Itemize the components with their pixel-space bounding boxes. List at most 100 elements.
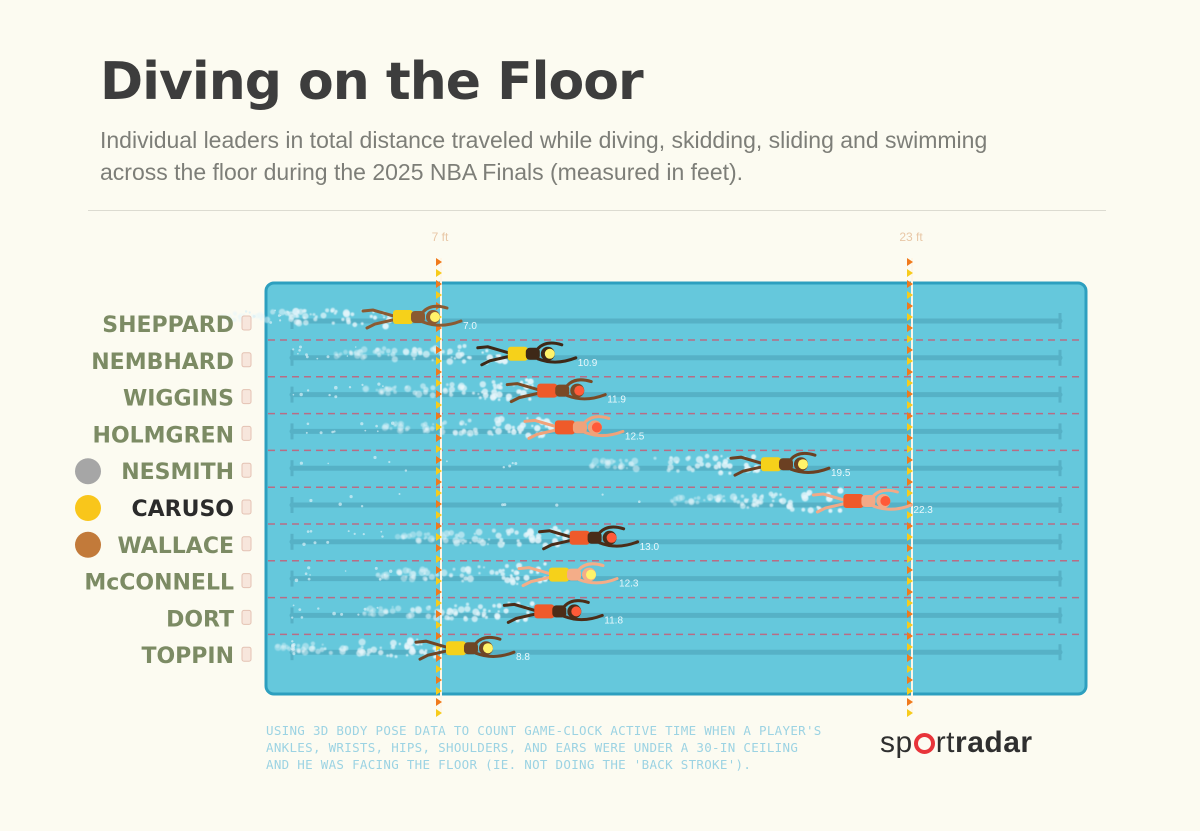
wake-bubble <box>457 531 465 539</box>
wake-bubble <box>417 350 423 356</box>
swimmer-arm <box>583 415 611 424</box>
wake-speck <box>294 578 299 583</box>
wake-bubble <box>801 494 809 502</box>
wake-bubble <box>341 317 345 322</box>
wake-bubble <box>671 500 675 504</box>
wake-bubble <box>350 312 355 317</box>
wake-bubble <box>446 612 449 615</box>
wake-bubble <box>412 390 418 396</box>
value-label: 22.3 <box>913 505 933 516</box>
wake-bubble <box>394 655 398 659</box>
swimmer-leg <box>815 501 849 514</box>
flag-triangle <box>436 709 442 717</box>
swimmer-arm <box>562 613 604 622</box>
wake-bubble <box>752 470 755 473</box>
wake-bubble <box>696 496 701 500</box>
swimmer-leg <box>542 538 576 551</box>
wake-bubble <box>511 425 515 429</box>
wake-bubble <box>459 420 465 426</box>
flag-triangle <box>907 456 913 464</box>
wake-bubble <box>517 425 524 432</box>
wake-speck <box>307 566 311 570</box>
wake-bubble <box>334 309 338 313</box>
swimmer-mcconnell <box>517 562 619 588</box>
wake-bubble <box>389 427 393 430</box>
flag-triangle <box>907 368 913 376</box>
wake-bubble <box>422 576 428 581</box>
wake-bubble <box>442 388 449 394</box>
swimmer-leg <box>505 382 543 393</box>
wake-bubble <box>477 393 480 395</box>
wake-bubble <box>274 643 282 651</box>
wake-bubble <box>429 426 435 432</box>
wake-bubble <box>472 608 480 616</box>
wake-bubble <box>362 611 367 617</box>
swimmer-leg <box>365 317 399 330</box>
swimmer-arm <box>789 451 817 461</box>
wake-bubble <box>461 390 466 395</box>
wake-bubble <box>333 354 339 360</box>
player-label: SHEPPARD <box>102 313 234 338</box>
wake-speck <box>503 503 507 507</box>
wake-bubble <box>463 615 467 620</box>
wake-speck <box>319 431 323 435</box>
wake-speck <box>375 424 378 428</box>
flag-triangle <box>907 258 913 266</box>
wake-bubble <box>424 427 431 434</box>
wake-bubble <box>449 382 455 388</box>
wake-bubble <box>591 464 595 469</box>
wake-bubble <box>510 575 513 578</box>
logo-text-d: radar <box>955 726 1033 759</box>
swimmer-sheppard <box>361 304 463 330</box>
wake-bubble <box>372 315 378 320</box>
swimmer-arm <box>871 503 913 511</box>
wake-bubble <box>461 579 465 583</box>
wake-bubble <box>375 388 379 392</box>
wake-bubble <box>497 398 501 402</box>
player-label: TOPPIN <box>141 644 234 669</box>
flag-triangle <box>907 401 913 409</box>
flag-triangle <box>436 280 442 288</box>
wake-bubble <box>534 425 541 432</box>
flag-triangle <box>907 280 913 288</box>
wake-bubble <box>492 604 496 608</box>
wake-speck <box>292 604 295 607</box>
wake-bubble <box>497 610 500 613</box>
reference-label: 7 ft <box>432 230 449 244</box>
wake-bubble <box>411 347 418 354</box>
wake-speck <box>381 535 384 538</box>
swimmer-arm <box>421 319 463 327</box>
wake-bubble <box>828 508 833 513</box>
flag-triangle <box>907 324 913 332</box>
wake-bubble <box>300 646 306 652</box>
wake-speck <box>382 385 384 387</box>
swimmer-leg <box>527 427 561 440</box>
wake-bubble <box>675 460 679 464</box>
swimmer-arm <box>565 393 607 401</box>
wake-speck <box>502 466 505 469</box>
wake-bubble <box>528 397 532 401</box>
wake-bubble <box>457 606 465 613</box>
wake-bubble <box>352 322 358 328</box>
wake-bubble <box>488 609 491 613</box>
wake-bubble <box>448 386 455 393</box>
wake-bubble <box>751 454 757 460</box>
swimmer-leg <box>517 566 555 577</box>
wake-speck <box>334 385 338 390</box>
flag-triangle <box>907 434 913 442</box>
wake-bubble <box>391 606 394 608</box>
wake-bubble <box>491 528 496 533</box>
wake-bubble <box>458 382 465 389</box>
value-label: 11.9 <box>607 395 626 406</box>
swimmer-dort <box>502 599 604 624</box>
flag-triangle <box>436 654 442 662</box>
wake-bubble <box>330 309 334 313</box>
wake-bubble <box>801 507 806 512</box>
wake-bubble <box>448 530 455 536</box>
wake-bubble <box>705 462 711 469</box>
flag-triangle <box>436 423 442 431</box>
lane-tab <box>241 646 252 662</box>
flag-triangle <box>436 577 442 585</box>
wake-speck <box>274 309 276 312</box>
